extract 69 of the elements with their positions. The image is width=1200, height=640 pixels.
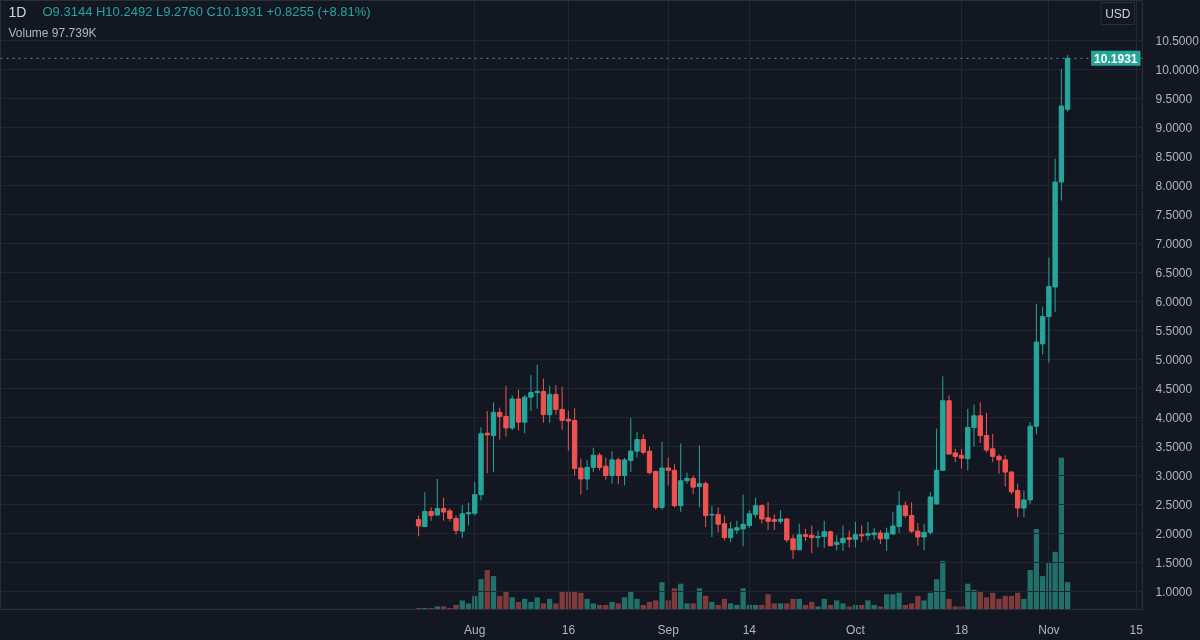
bar	[515, 601, 522, 609]
bar	[827, 604, 834, 609]
y-tick-label: 3.0000	[1155, 469, 1193, 484]
bar	[659, 582, 665, 609]
y-tick-label: 2.0000	[1155, 527, 1193, 542]
bar	[547, 598, 553, 609]
y-tick-label: 2.5000	[1155, 498, 1193, 513]
y-tick-label: 4.5000	[1155, 382, 1193, 397]
bar	[709, 601, 715, 609]
x-tick-label: Nov	[1038, 622, 1060, 637]
candlestick	[852, 521, 859, 548]
bar	[540, 603, 547, 609]
y-tick-label: 8.5000	[1155, 150, 1193, 165]
candlestick	[615, 457, 621, 485]
y-tick-label: 5.0000	[1155, 353, 1193, 368]
candlestick	[696, 444, 703, 508]
y-tick-label: 9.0000	[1155, 121, 1193, 136]
candlestick	[540, 378, 547, 424]
x-tick-label: Aug	[464, 622, 486, 637]
bar	[846, 606, 852, 609]
candlestick	[490, 401, 497, 473]
bar	[696, 588, 703, 609]
candlestick	[415, 515, 422, 537]
candlestick	[422, 491, 428, 528]
y-tick-label: 7.0000	[1155, 237, 1193, 252]
bar	[796, 598, 802, 609]
bar	[509, 597, 515, 609]
annotation: O9.3144 H10.2492 L9.2760 C10.1931 +0.8255 (+8.81%)	[42, 4, 371, 19]
candlestick	[546, 385, 553, 424]
candlestick	[484, 410, 490, 474]
candlestick	[515, 389, 522, 431]
ref-line-label: 10.1931	[1094, 51, 1138, 66]
y-tick-label: 7.5000	[1155, 208, 1193, 223]
candlestick	[434, 478, 441, 517]
candlestick	[609, 450, 615, 485]
bar	[859, 604, 865, 609]
y-tick-label: 1.0000	[1155, 585, 1193, 600]
candlestick	[428, 506, 434, 522]
y-tick-label: 4.0000	[1155, 411, 1193, 426]
x-tick-label: 16	[561, 622, 576, 637]
y-tick-label: 6.5000	[1155, 266, 1193, 281]
y-tick-label: 10.0000	[1155, 63, 1200, 78]
y-tick-label: 9.5000	[1155, 92, 1193, 107]
annotation: Volume 97.739K	[8, 25, 97, 40]
bar	[434, 606, 440, 609]
y-tick-label: 10.5000	[1155, 34, 1200, 49]
bar	[490, 576, 497, 609]
y-tick-label: 8.0000	[1155, 179, 1193, 194]
x-tick-label: 15	[1129, 622, 1144, 637]
annotation: USD	[1105, 6, 1131, 21]
bar	[615, 603, 621, 609]
candlestick	[796, 523, 802, 551]
bar	[484, 570, 490, 609]
y-tick-label: 5.5000	[1155, 324, 1193, 339]
x-tick-label: Oct	[846, 622, 866, 637]
bar	[877, 606, 884, 609]
y-tick-label: 6.0000	[1155, 295, 1193, 310]
bar	[703, 595, 709, 609]
bar	[609, 601, 615, 609]
x-tick-label: 14	[742, 622, 757, 637]
bar	[777, 603, 784, 609]
y-tick-label: 1.5000	[1155, 556, 1193, 571]
y-tick-label: 3.5000	[1155, 440, 1193, 455]
chart-title: 1D	[8, 3, 27, 20]
x-tick-label: 18	[954, 622, 969, 637]
x-tick-label: Sep	[657, 622, 680, 637]
candlestick	[690, 475, 696, 495]
candlestick	[709, 505, 715, 538]
bar	[690, 603, 696, 609]
